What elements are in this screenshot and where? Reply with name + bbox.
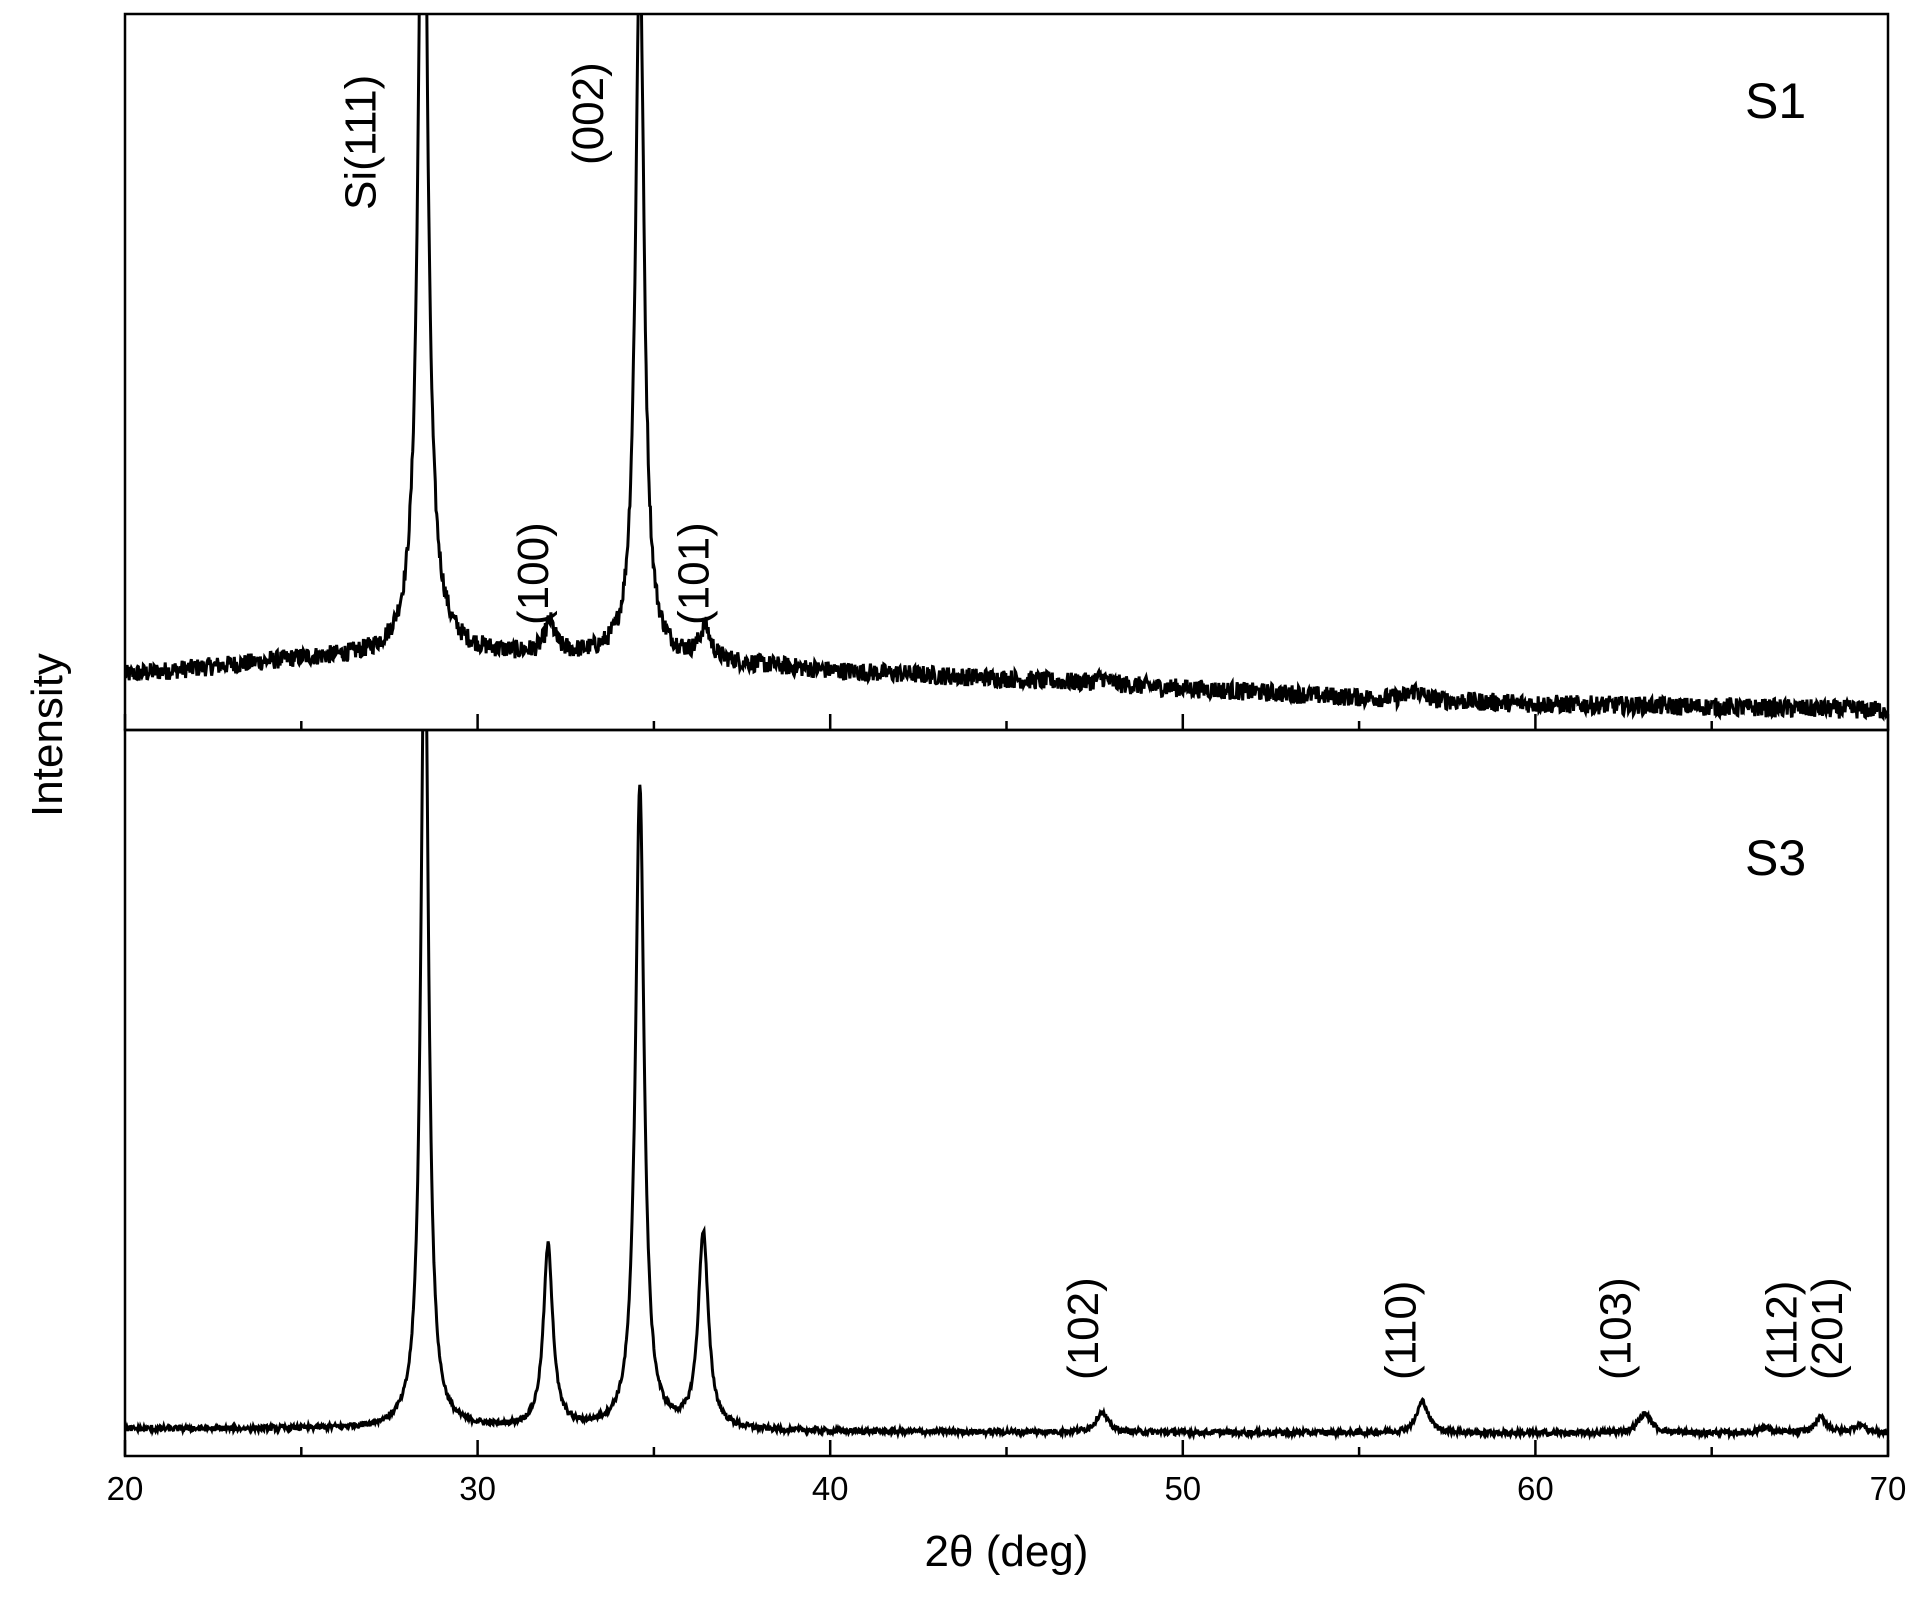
peak-label: (201) bbox=[1803, 1277, 1852, 1380]
series-line-s1 bbox=[125, 14, 1888, 722]
peak-label: Si(111) bbox=[336, 75, 385, 210]
peak-label: (101) bbox=[670, 522, 719, 625]
panel-label-s3: S3 bbox=[1745, 830, 1806, 886]
x-tick-label: 70 bbox=[1870, 1470, 1907, 1507]
series-line-s3 bbox=[125, 730, 1888, 1441]
peak-label: (100) bbox=[509, 522, 558, 625]
panel-frame-s1 bbox=[123, 12, 1890, 732]
panel-label-s1: S1 bbox=[1745, 73, 1806, 129]
peak-label: (002) bbox=[564, 62, 613, 165]
x-tick-label: 40 bbox=[812, 1470, 849, 1507]
y-axis-title: Intensity bbox=[23, 653, 72, 817]
x-axis-title: 2θ (deg) bbox=[925, 1527, 1089, 1576]
axes-layer bbox=[123, 12, 1890, 1458]
peak-label: (102) bbox=[1059, 1277, 1108, 1380]
x-tick-label: 30 bbox=[459, 1470, 496, 1507]
series-layer bbox=[125, 14, 1888, 1441]
peak-label: (112) bbox=[1757, 1281, 1806, 1380]
x-tick-label: 50 bbox=[1164, 1470, 1201, 1507]
label-layer: S1 Si(111) (002) (100) (101) S3 (102) (110) (103… bbox=[23, 62, 1906, 1576]
x-tick-label: 20 bbox=[107, 1470, 144, 1507]
peak-label: (110) bbox=[1377, 1281, 1426, 1380]
peak-label: (103) bbox=[1592, 1277, 1641, 1380]
x-tick-label: 60 bbox=[1517, 1470, 1554, 1507]
